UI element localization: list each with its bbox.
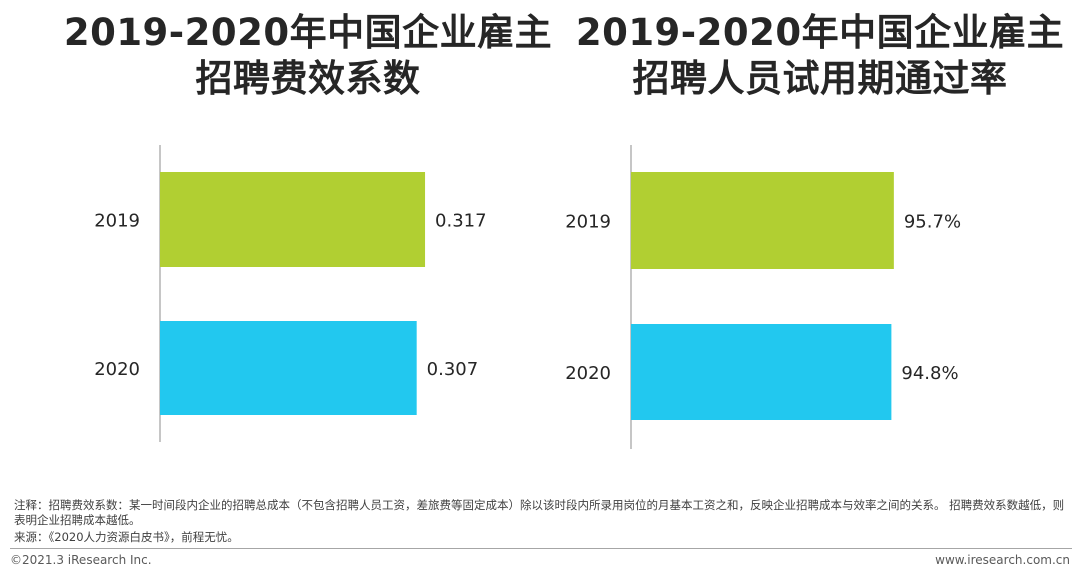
bar-2020 — [160, 321, 417, 415]
y-tick-label: 2019 — [94, 211, 140, 232]
y-tick-label: 2020 — [94, 359, 140, 380]
chart-title-line-1: 2019-2020年中国企业雇主 — [63, 11, 553, 54]
data-label: 95.7% — [904, 212, 961, 233]
y-tick-label: 2019 — [565, 212, 611, 233]
footer-website[interactable]: www.iresearch.com.cn — [935, 553, 1070, 567]
chart-title-recruitment-cost-efficiency: 2019-2020年中国企业雇主 招聘费效系数 — [48, 10, 568, 102]
data-label: 94.8% — [901, 363, 958, 384]
bar-2019 — [160, 172, 426, 267]
data-label: 0.307 — [427, 359, 479, 380]
bar-charts: 2019 0.317 2020 0.307 2019 95.7% 2020 94.8% — [94, 145, 961, 449]
footer-divider — [10, 548, 1072, 549]
chart-title-line-2: 招聘人员试用期通过率 — [632, 57, 1008, 100]
chart-title-line-1: 2019-2020年中国企业雇主 — [575, 11, 1065, 54]
data-label: 0.317 — [435, 211, 487, 232]
y-tick-label: 2020 — [565, 363, 611, 384]
bar-2020 — [631, 324, 892, 420]
bar-2019 — [631, 172, 894, 269]
chart-note: 注释：招聘费效系数：某一时间段内企业的招聘总成本（不包含招聘人员工资，差旅费等固… — [14, 498, 1065, 527]
footer-copyright: ©2021.3 iResearch Inc. — [10, 553, 152, 567]
chart-title-line-2: 招聘费效系数 — [195, 57, 421, 100]
chart-source: 来源：《2020人力资源白皮书》，前程无忧。 — [14, 530, 239, 544]
chart-title-probation-pass-rate: 2019-2020年中国企业雇主 招聘人员试用期通过率 — [560, 10, 1080, 102]
